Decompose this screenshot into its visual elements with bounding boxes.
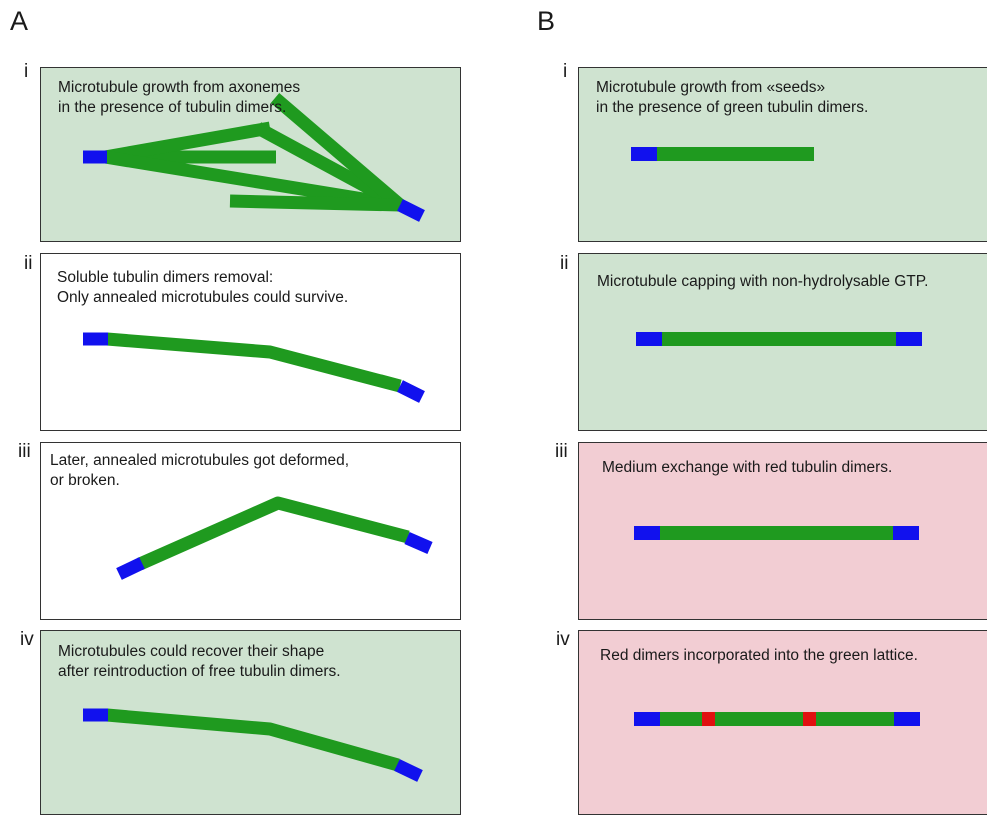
microtubule: [229, 194, 401, 212]
axoneme-seed: [397, 380, 425, 403]
microtubule: [137, 496, 410, 570]
microtubule: [662, 332, 896, 346]
axoneme-seed: [397, 199, 425, 222]
microtubule: [660, 712, 894, 726]
microtubule: [270, 93, 405, 210]
microtubule: [103, 150, 402, 212]
axoneme-seed: [116, 557, 145, 580]
caption-b-ii: Microtubule capping with non-hydrolysabl…: [597, 273, 929, 290]
axoneme-seed: [404, 532, 433, 554]
panel-b-ii-drawing: [636, 332, 922, 346]
panel-a-iv-drawing: [83, 708, 423, 782]
microtubule: [103, 121, 272, 164]
panel-a-ii-drawing: [83, 332, 425, 403]
caption-a-iii: Later, annealed microtubules got deforme…: [50, 452, 349, 489]
column-label-b: B: [537, 6, 556, 36]
row-label-a-ii: ii: [24, 253, 33, 274]
seed: [634, 712, 660, 726]
seed: [636, 332, 662, 346]
panel-a-i-drawing: [83, 93, 425, 222]
caption-a-ii: Soluble tubulin dimers removal: Only ann…: [57, 269, 349, 306]
gtp-cap: [896, 332, 922, 346]
caption-b-iv: Red dimers incorporated into the green l…: [600, 647, 918, 664]
row-label-a-i: i: [24, 61, 29, 82]
red-dimer-spot: [803, 712, 816, 726]
red-dimer-spot: [702, 712, 715, 726]
microtubule: [660, 526, 893, 540]
panel-b-iii-drawing: [634, 526, 919, 540]
gtp-cap: [894, 712, 920, 726]
row-label-b-iv: iv: [556, 629, 570, 650]
panel-a-iii-drawing: [116, 496, 433, 580]
axoneme-seed: [394, 759, 423, 782]
gtp-cap: [893, 526, 919, 540]
seed: [634, 526, 660, 540]
microtubule: [106, 332, 402, 393]
seed: [631, 147, 657, 161]
row-label-a-iii: iii: [18, 441, 31, 462]
caption-b-i: Microtubule growth from «seeds» in the p…: [596, 79, 869, 116]
row-label-a-iv: iv: [20, 629, 34, 650]
row-label-b-ii: ii: [560, 253, 569, 274]
caption-a-iv: Microtubules could recover their shape a…: [58, 643, 341, 680]
row-label-b-i: i: [563, 61, 568, 82]
row-label-b-iii: iii: [555, 441, 568, 462]
microtubule: [106, 708, 400, 772]
caption-b-iii: Medium exchange with red tubulin dimers.: [602, 459, 893, 476]
panel-b-i-drawing: [631, 147, 814, 161]
panel-b-iv-drawing: [634, 712, 920, 726]
caption-a-i: Microtubule growth from axonemes in the …: [58, 79, 301, 116]
microtubule: [657, 147, 814, 161]
column-label-a: A: [10, 6, 29, 36]
